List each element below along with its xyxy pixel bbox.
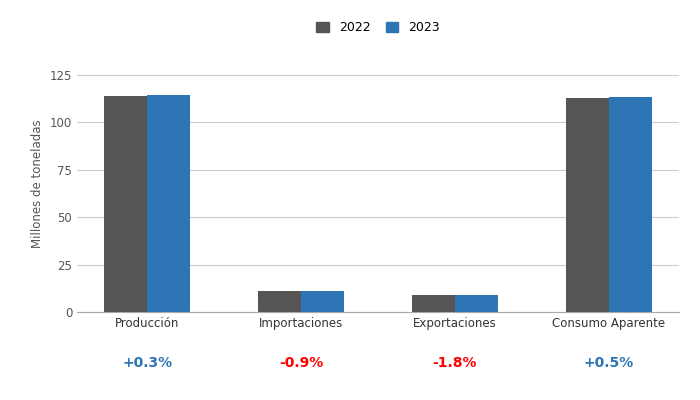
Bar: [412, 295, 455, 312]
Bar: [148, 95, 190, 312]
Bar: [566, 98, 608, 312]
Bar: [104, 96, 148, 312]
Y-axis label: Millones de toneladas: Millones de toneladas: [32, 120, 44, 248]
Bar: [608, 96, 652, 312]
Text: +0.3%: +0.3%: [122, 356, 172, 370]
Text: +0.5%: +0.5%: [584, 356, 634, 370]
Text: -0.9%: -0.9%: [279, 356, 323, 370]
Bar: [258, 291, 301, 312]
Bar: [455, 295, 498, 312]
Text: -1.8%: -1.8%: [433, 356, 477, 370]
Bar: [301, 291, 344, 312]
Legend: 2022, 2023: 2022, 2023: [312, 16, 444, 39]
